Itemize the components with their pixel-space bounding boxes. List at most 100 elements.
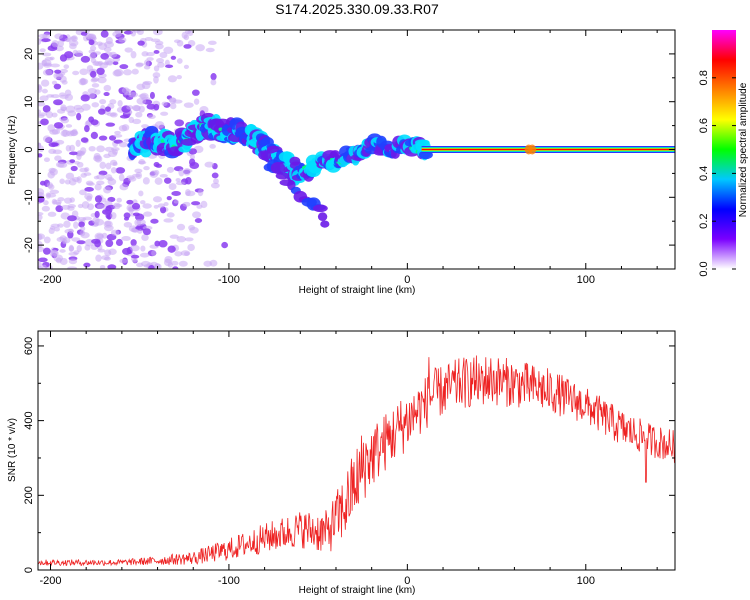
spectrogram-noise-blob (63, 64, 70, 69)
spectrogram-noise-blob (80, 232, 90, 239)
spectrogram-noise-blob (123, 221, 133, 228)
spectrogram-noise-blob (38, 153, 43, 158)
spectrogram-noise-blob (112, 61, 119, 66)
spectrogram-noise-blob (94, 195, 103, 203)
spectrogram-noise-blob (119, 64, 129, 70)
spectrogram-noise-blob (110, 212, 117, 220)
spectrogram-noise-blob (38, 214, 43, 221)
spectrogram-noise-blob (112, 148, 118, 155)
spectrogram-noise-blob (76, 240, 86, 245)
spectrogram-noise-blob (143, 165, 150, 171)
spectrogram-noise-blob (53, 83, 62, 90)
spectrogram-signal-blob (275, 172, 290, 180)
spectrogram-noise-blob (80, 94, 90, 102)
spectrogram-noise-blob (191, 201, 201, 206)
spectrogram-noise-blob (38, 240, 43, 249)
spectrogram-noise-blob (65, 124, 73, 128)
spectrogram-noise-blob (49, 56, 55, 61)
spectrogram-noise-blob (82, 216, 93, 221)
spectrogram-noise-blob (191, 89, 200, 96)
spectrogram-noise-blob (103, 153, 111, 159)
spectrogram-noise-blob (131, 202, 141, 210)
spectrogram-noise-blob (172, 266, 179, 269)
spectrogram-noise-blob (53, 227, 60, 232)
spectrogram-noise-blob (168, 183, 177, 190)
spectrogram-noise-blob (189, 158, 196, 166)
spectrogram-noise-blob (68, 228, 74, 234)
spectrogram-noise (38, 30, 228, 269)
spectrogram-noise-blob (175, 181, 186, 186)
colorbar-label: Normalized spectral amplitude (738, 82, 749, 217)
spectrogram-noise-blob (46, 94, 55, 98)
spectrogram-carrier-bump (528, 144, 537, 155)
spectrogram-noise-blob (115, 167, 126, 174)
colorbar-tick-label: 0.4 (698, 166, 710, 181)
spectrogram-noise-blob (112, 69, 122, 77)
spectrogram-noise-blob (94, 51, 101, 55)
spectrogram-noise-blob (136, 219, 146, 226)
snr-x-tick-label: -100 (218, 575, 240, 587)
spectrogram-noise-blob (183, 168, 191, 176)
spectrogram-noise-blob (42, 105, 51, 113)
spectrogram-y-axis-label: Frequency (Hz) (7, 116, 18, 185)
spectrogram-noise-blob (104, 220, 112, 227)
colorbar-tick-label: 0.0 (698, 261, 710, 276)
spectrogram-noise-blob (105, 239, 114, 248)
spectrogram-noise-blob (141, 234, 149, 242)
spectrogram-noise-blob (153, 204, 159, 209)
spectrogram-noise-blob (39, 95, 49, 102)
spectrogram-noise-blob (71, 128, 78, 135)
spectrogram-noise-blob (80, 226, 86, 232)
snr-plot-area (38, 355, 675, 567)
spectrogram-noise-blob (105, 205, 112, 211)
spectrogram-noise-blob (40, 79, 50, 87)
spectrogram-noise-blob (60, 117, 70, 124)
spectrogram-noise-blob (170, 260, 179, 266)
spectrogram-noise-blob (47, 124, 56, 132)
spectrogram-noise-blob (68, 178, 77, 186)
spectrogram-noise-blob (51, 198, 57, 205)
snr-x-tick-label: -200 (39, 575, 61, 587)
spectrogram-noise-blob (43, 247, 51, 255)
spectrogram-noise-blob (153, 65, 160, 72)
spectrogram-noise-blob (115, 238, 123, 246)
spectrogram-noise-blob (70, 165, 78, 172)
spectrogram-noise-blob (188, 148, 198, 155)
spectrogram-noise-blob (59, 68, 68, 74)
spectrogram-noise-blob (178, 168, 185, 177)
spectrogram-noise-blob (135, 111, 143, 118)
spectrogram-noise-blob (100, 52, 109, 60)
spectrogram-noise-blob (213, 178, 219, 185)
spectrogram-noise-blob (55, 161, 65, 168)
spectrogram-noise-blob (80, 173, 87, 178)
spectrogram-noise-blob (157, 203, 165, 208)
spectrogram-noise-blob (128, 176, 137, 182)
spectrogram-noise-blob (209, 144, 216, 149)
spectrogram-noise-blob (151, 250, 157, 257)
colorbar-tick-label: 0.6 (698, 118, 710, 133)
snr-y-axis-label: SNR (10 * v/v) (7, 418, 18, 482)
spectrogram-noise-blob (163, 46, 174, 54)
spectrogram-noise-blob (142, 228, 151, 236)
spectrogram-noise-blob (63, 220, 71, 228)
spectrogram-noise-blob (175, 178, 181, 183)
spectrogram-noise-blob (38, 102, 46, 107)
spectrogram-noise-blob (138, 94, 147, 99)
spectrogram-noise-blob (123, 69, 132, 76)
spectrogram-noise-blob (130, 50, 137, 59)
spectrogram-noise-blob (50, 249, 58, 256)
spectrogram-noise-blob (51, 112, 58, 118)
spectrogram-noise-blob (183, 34, 190, 41)
spectrogram-noise-blob (180, 250, 191, 256)
spectrogram-noise-blob (110, 229, 120, 236)
spectrogram-noise-blob (62, 129, 68, 137)
spectrogram-noise-blob (42, 33, 51, 39)
spectrogram-noise-blob (76, 176, 82, 184)
spectrogram-noise-blob (134, 168, 143, 174)
spectrogram-noise-blob (47, 211, 57, 217)
spectrogram-y-tick-label: -20 (23, 237, 35, 253)
spectrogram-noise-blob (189, 226, 199, 234)
